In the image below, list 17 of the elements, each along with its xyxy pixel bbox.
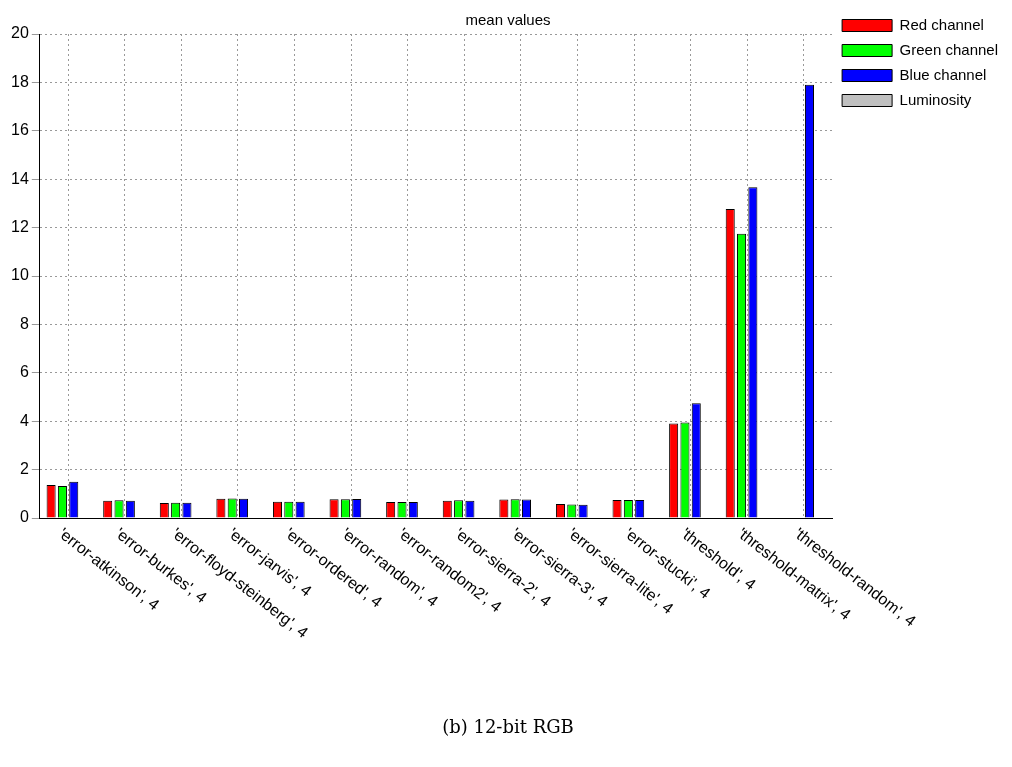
chart-title: mean values <box>465 11 551 29</box>
text: (b) 12-bit RGB <box>441 716 575 737</box>
legend-label: Blue channel <box>899 65 987 83</box>
y-tick-label: 12 <box>11 218 29 236</box>
legend-label: Green channel <box>899 40 999 58</box>
y-tick-label: 14 <box>11 169 29 187</box>
y-tick-label: 0 <box>19 508 29 526</box>
y-tick-label: 6 <box>19 363 29 381</box>
legend-label: Luminosity <box>899 90 972 108</box>
legend-label: Red channel <box>899 15 984 33</box>
y-tick-label: 16 <box>11 121 29 139</box>
y-tick-label: 8 <box>19 314 29 332</box>
y-tick-label: 20 <box>11 24 29 42</box>
y-tick-label: 18 <box>11 72 29 90</box>
y-tick-label: 4 <box>19 411 29 429</box>
y-tick-label: 10 <box>11 266 29 284</box>
y-tick-label: 2 <box>19 460 29 478</box>
